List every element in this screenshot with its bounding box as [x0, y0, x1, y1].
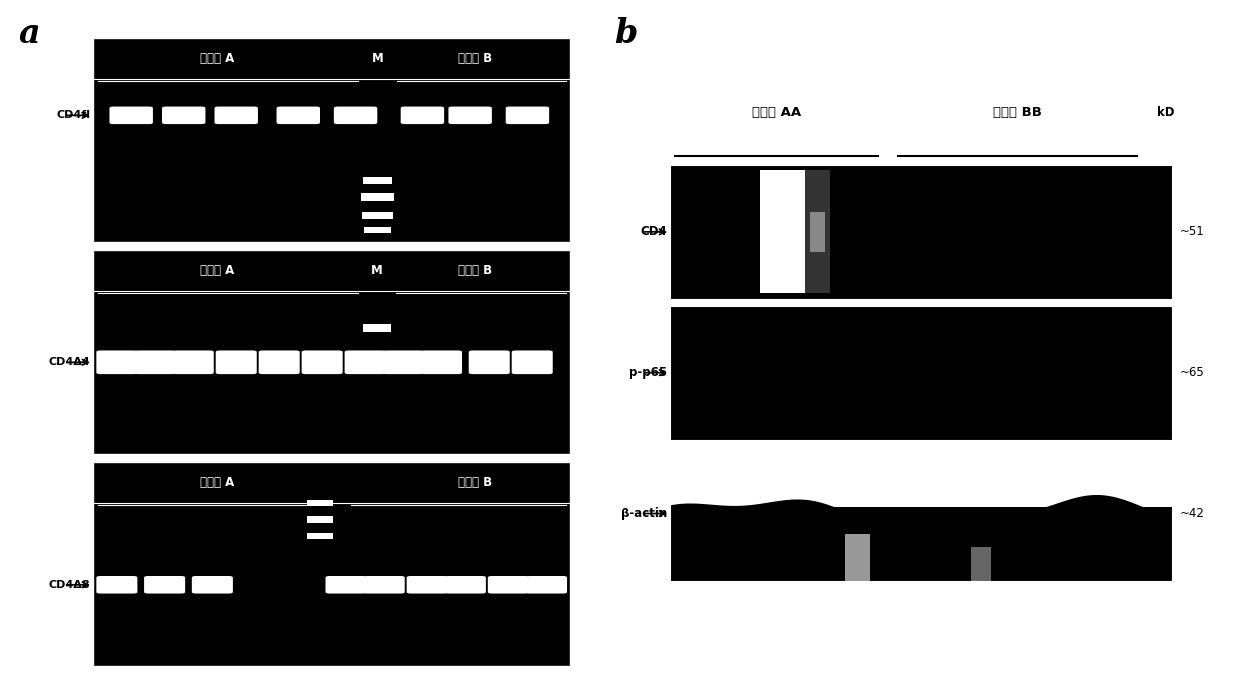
FancyBboxPatch shape: [109, 106, 153, 124]
FancyBboxPatch shape: [134, 350, 176, 374]
Text: CD4: CD4: [640, 225, 667, 238]
FancyBboxPatch shape: [97, 350, 138, 374]
Text: 单倍型 AA: 单倍型 AA: [751, 106, 801, 119]
Bar: [306, 532, 332, 539]
FancyBboxPatch shape: [216, 350, 257, 374]
FancyBboxPatch shape: [383, 350, 424, 374]
FancyBboxPatch shape: [512, 350, 553, 374]
Bar: [971, 547, 991, 581]
Text: M: M: [371, 264, 383, 277]
FancyBboxPatch shape: [401, 106, 444, 124]
Text: kD: kD: [1157, 106, 1174, 119]
Bar: [361, 193, 394, 201]
Text: 单倍型 A: 单倍型 A: [200, 264, 234, 277]
Bar: [846, 534, 870, 581]
Bar: [306, 517, 332, 523]
Text: 单倍型 B: 单倍型 B: [458, 264, 492, 277]
FancyBboxPatch shape: [469, 350, 510, 374]
Bar: [805, 170, 831, 293]
Text: 单倍型 B: 单倍型 B: [458, 476, 492, 489]
Text: ~65: ~65: [1179, 366, 1204, 379]
Bar: [810, 212, 826, 252]
Text: β-actin: β-actin: [621, 507, 667, 520]
Bar: [362, 212, 393, 219]
FancyBboxPatch shape: [506, 106, 549, 124]
Text: ~51: ~51: [1179, 225, 1204, 238]
Text: 单倍型 BB: 单倍型 BB: [993, 106, 1042, 119]
FancyBboxPatch shape: [162, 106, 206, 124]
FancyBboxPatch shape: [97, 576, 138, 594]
FancyBboxPatch shape: [144, 576, 185, 594]
Text: CD4Δ4: CD4Δ4: [48, 357, 91, 368]
Text: CD4fl: CD4fl: [57, 111, 91, 120]
FancyBboxPatch shape: [407, 576, 448, 594]
Text: CD4Δ8: CD4Δ8: [50, 580, 91, 589]
Text: a: a: [19, 17, 40, 50]
Bar: [306, 500, 332, 506]
FancyBboxPatch shape: [445, 576, 486, 594]
FancyBboxPatch shape: [449, 106, 492, 124]
FancyBboxPatch shape: [487, 576, 529, 594]
Bar: [760, 170, 805, 293]
Text: 单倍型 B: 单倍型 B: [458, 52, 492, 65]
FancyBboxPatch shape: [192, 576, 233, 594]
Text: p-p65: p-p65: [629, 366, 667, 379]
FancyBboxPatch shape: [259, 350, 300, 374]
FancyBboxPatch shape: [526, 576, 567, 594]
FancyBboxPatch shape: [363, 576, 404, 594]
Text: 单倍型 A: 单倍型 A: [200, 476, 234, 489]
Text: ~42: ~42: [1179, 507, 1204, 520]
Polygon shape: [670, 495, 1172, 581]
FancyBboxPatch shape: [345, 350, 386, 374]
Text: M: M: [372, 52, 383, 65]
FancyBboxPatch shape: [420, 350, 463, 374]
Bar: [363, 177, 392, 184]
Bar: [363, 324, 392, 332]
Bar: [365, 227, 391, 233]
Text: b: b: [614, 17, 637, 50]
FancyBboxPatch shape: [325, 576, 367, 594]
Bar: [670, 447, 1172, 507]
FancyBboxPatch shape: [215, 106, 258, 124]
FancyBboxPatch shape: [277, 106, 320, 124]
FancyBboxPatch shape: [334, 106, 377, 124]
FancyBboxPatch shape: [172, 350, 213, 374]
Text: 单倍型 A: 单倍型 A: [200, 52, 234, 65]
FancyBboxPatch shape: [301, 350, 342, 374]
